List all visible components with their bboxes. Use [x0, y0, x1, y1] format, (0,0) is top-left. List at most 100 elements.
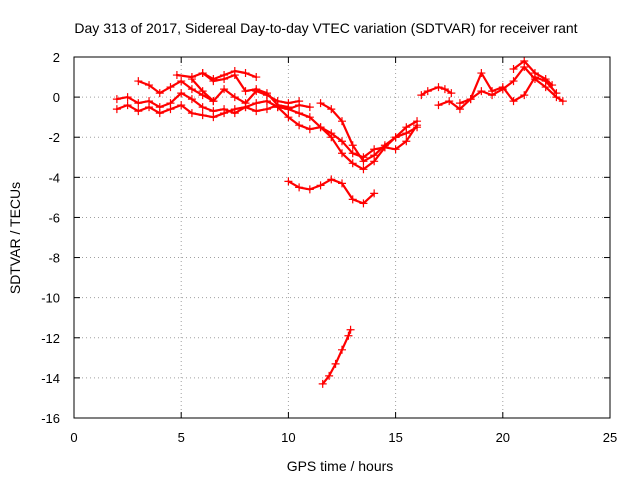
data-point [316, 181, 325, 190]
grid [74, 57, 610, 418]
data-point [305, 103, 314, 112]
y-tick-label: 2 [53, 50, 60, 65]
y-tick-label: -14 [41, 371, 60, 386]
data-point [284, 105, 293, 114]
data-point [466, 95, 475, 104]
data-point [177, 89, 186, 98]
data-point [530, 69, 539, 78]
series-arc-10 [318, 325, 355, 388]
x-tick-label: 5 [178, 430, 185, 445]
data-point [177, 77, 186, 86]
y-tick-label: -10 [41, 291, 60, 306]
data-point [155, 89, 164, 98]
data-point [198, 87, 207, 96]
data-point [331, 359, 340, 368]
data-point [295, 109, 304, 118]
data-point [338, 345, 346, 354]
series-arc-11 [417, 83, 456, 100]
data-point [187, 95, 196, 104]
data-point [230, 105, 239, 114]
data-point [413, 117, 422, 126]
data-point [338, 179, 346, 188]
data-point [220, 85, 229, 94]
x-tick-label: 15 [388, 430, 402, 445]
x-tick-label: 0 [70, 430, 77, 445]
data-point [187, 109, 196, 118]
data-point [391, 145, 400, 154]
y-tick-label: -12 [41, 331, 60, 346]
data-point [112, 95, 121, 104]
series-trace [137, 80, 215, 103]
data-point [370, 151, 379, 160]
data-point [434, 83, 443, 92]
x-tick-label: 20 [496, 430, 510, 445]
data-point [134, 77, 143, 86]
data-point [198, 69, 207, 78]
data-point [252, 73, 261, 82]
data-point [262, 105, 271, 114]
series-trace [458, 71, 558, 105]
data-point [241, 87, 250, 96]
data-point [220, 75, 229, 84]
data-point [327, 105, 336, 114]
data-point [348, 149, 357, 158]
data-point [209, 97, 218, 106]
data-point [541, 75, 550, 84]
data-point [509, 77, 518, 86]
data-point [338, 137, 346, 146]
data-point [172, 71, 181, 80]
data-point [262, 97, 271, 106]
y-tick-label: -6 [48, 210, 60, 225]
data-point [455, 99, 464, 108]
data-point [134, 107, 143, 116]
data-point [155, 109, 164, 118]
data-point [348, 141, 357, 150]
data-point [417, 91, 426, 100]
y-tick-label: 0 [53, 90, 60, 105]
data-point [187, 85, 196, 94]
data-point [558, 97, 567, 106]
data-point [370, 189, 379, 198]
data-point [359, 157, 368, 166]
data-point [230, 71, 239, 80]
series-arc-6 [198, 69, 422, 174]
data-point [348, 159, 357, 168]
data-point [252, 85, 261, 94]
data-point [344, 331, 353, 340]
data-point [509, 97, 518, 106]
data-point [434, 101, 443, 110]
data-point [520, 91, 529, 100]
data-point [548, 81, 557, 90]
data-point [477, 87, 486, 96]
data-point [295, 183, 304, 192]
series-arc-13 [455, 69, 561, 108]
data-point [198, 103, 207, 112]
data-point [241, 99, 250, 108]
data-point [112, 105, 121, 114]
series-arc-9 [284, 175, 379, 208]
data-point [273, 103, 282, 112]
series-trace [175, 69, 258, 81]
data-point [552, 89, 561, 98]
data-point [327, 129, 336, 138]
series-arc-14 [509, 57, 557, 90]
data-point [295, 121, 304, 130]
data-point [520, 57, 529, 66]
y-tick-label: -8 [48, 251, 60, 266]
y-tick-label: -2 [48, 130, 60, 145]
data-point [305, 113, 314, 122]
data-point [284, 177, 293, 186]
series-layer [112, 57, 567, 388]
data-point [187, 75, 196, 84]
data-point [241, 69, 250, 78]
data-point [348, 195, 357, 204]
data-point [346, 325, 355, 334]
data-point [220, 109, 229, 118]
data-point [145, 81, 154, 90]
x-axis-label: GPS time / hours [287, 458, 394, 474]
series-trace [319, 102, 419, 163]
data-point [252, 107, 261, 116]
data-point [338, 149, 346, 158]
data-point [230, 93, 239, 102]
